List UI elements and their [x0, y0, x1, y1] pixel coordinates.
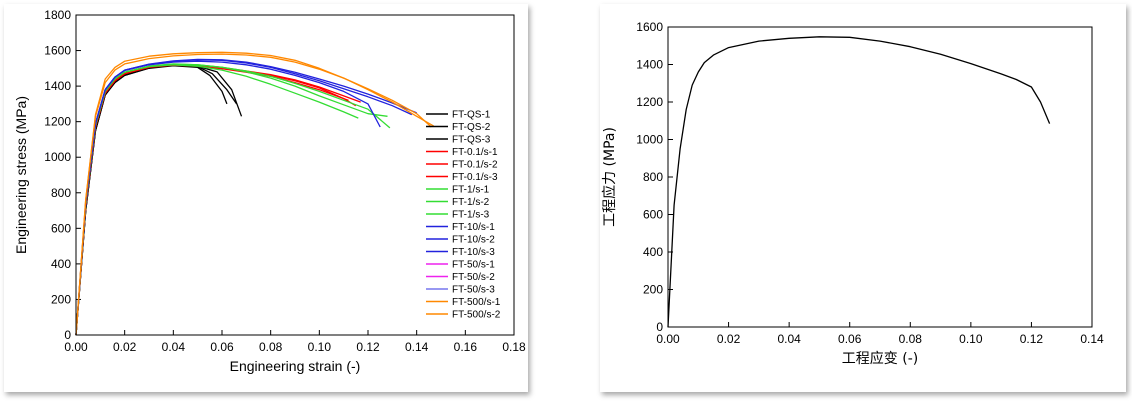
legend-label-10: FT-10/s-2 [452, 235, 495, 246]
right-x-axis-title: 工程应变 (-) [842, 350, 918, 367]
legend-label-13: FT-50/s-2 [452, 272, 495, 283]
legend-label-7: FT-1/s-2 [452, 197, 490, 208]
left-x-tick-label: 0.04 [162, 340, 186, 354]
left-y-tick-label: 200 [51, 292, 71, 306]
left-series-line-6 [75, 64, 359, 336]
right-series-line-0 [667, 36, 1051, 328]
legend-label-8: FT-1/s-3 [452, 210, 490, 221]
legend-label-5: FT-0.1/s-3 [452, 172, 498, 183]
stress-strain-chart-chinese: 0.00 0.02 0.04 0.06 0.08 0.10 0.12 0.14 0 200 400 6… [600, 4, 1126, 392]
right-y-tick-label: 0 [656, 320, 663, 334]
left-y-tick-label: 400 [51, 257, 71, 271]
right-y-tick-label: 1200 [636, 95, 663, 109]
right-y-tick-label: 600 [643, 208, 663, 222]
left-series-line-11 [75, 58, 417, 336]
legend-label-4: FT-0.1/s-2 [452, 160, 498, 171]
left-x-tick-label: 0.10 [308, 340, 332, 354]
left-y-tick-label: 1200 [44, 115, 71, 129]
left-x-tick-label: 0.14 [405, 340, 429, 354]
right-plot-frame [667, 26, 1093, 328]
right-y-tick-label: 800 [643, 170, 663, 184]
left-x-axis-title: Engineering strain (-) [230, 358, 361, 374]
right-y-axis-title: 工程应力 (MPa) [601, 127, 618, 227]
left-x-tick-label: 0.06 [210, 340, 234, 354]
right-x-tick-label: 0.00 [656, 332, 680, 346]
left-y-tick-label: 1400 [44, 79, 71, 93]
right-y-tick-label: 200 [643, 283, 663, 297]
legend-label-12: FT-50/s-1 [452, 260, 495, 271]
right-x-tick-label: 0.04 [777, 332, 801, 346]
left-x-tick-label: 0.18 [502, 340, 526, 354]
right-x-tick-label: 0.08 [899, 332, 923, 346]
left-series-line-5 [75, 64, 349, 336]
legend-label-1: FT-QS-2 [452, 122, 491, 133]
left-x-tick-label: 0.16 [454, 340, 478, 354]
legend-label-14: FT-50/s-3 [452, 285, 495, 296]
left-y-axis-title: Engineering stress (MPa) [13, 96, 29, 254]
left-series-line-3 [75, 64, 357, 336]
left-y-tick-label: 1000 [44, 150, 71, 164]
right-x-tick-label: 0.06 [838, 332, 862, 346]
left-y-tick-label: 600 [51, 221, 71, 235]
legend-label-0: FT-QS-1 [452, 110, 491, 121]
right-x-tick-label: 0.10 [959, 332, 983, 346]
right-y-tick-label: 1000 [636, 133, 663, 147]
stress-strain-chart-english: 0.00 0.02 0.04 0.06 0.08 0.10 0.12 0.14 0.16 0.18… [4, 4, 528, 392]
left-y-tick-label: 1800 [44, 8, 71, 22]
left-x-tick-label: 0.02 [113, 340, 137, 354]
left-y-tick-label: 1600 [44, 44, 71, 58]
right-y-tick-label: 1400 [636, 58, 663, 72]
left-series-line-15 [75, 53, 432, 336]
right-x-tick-label: 0.02 [717, 332, 741, 346]
left-x-tick-label: 0.08 [259, 340, 283, 354]
legend-label-11: FT-10/s-3 [452, 247, 495, 258]
left-y-tick-label: 0 [64, 328, 71, 342]
legend-label-6: FT-1/s-1 [452, 185, 490, 196]
right-x-tick-label: 0.14 [1080, 332, 1104, 346]
chart-right-svg: 0.00 0.02 0.04 0.06 0.08 0.10 0.12 0.14 0 200 400 6… [601, 20, 1104, 367]
left-series-line-7 [75, 63, 388, 336]
left-x-tick-label: 0.00 [64, 340, 88, 354]
left-plot-frame [75, 14, 515, 336]
legend-label-16: FT-500/s-2 [452, 310, 501, 321]
left-series-line-16 [75, 51, 435, 336]
legend-label-15: FT-500/s-1 [452, 297, 501, 308]
chart-left-svg: 0.00 0.02 0.04 0.06 0.08 0.10 0.12 0.14 0.16 0.18… [13, 8, 526, 374]
legend-label-9: FT-10/s-1 [452, 222, 495, 233]
legend-label-2: FT-QS-3 [452, 135, 491, 146]
left-y-tick-label: 800 [51, 186, 71, 200]
right-x-tick-label: 0.12 [1020, 332, 1044, 346]
legend-label-3: FT-0.1/s-1 [452, 147, 498, 158]
left-series-line-9 [75, 60, 381, 336]
right-y-tick-label: 1600 [636, 20, 663, 34]
left-x-tick-label: 0.12 [356, 340, 380, 354]
right-y-tick-label: 400 [643, 245, 663, 259]
left-series-line-4 [75, 63, 361, 336]
